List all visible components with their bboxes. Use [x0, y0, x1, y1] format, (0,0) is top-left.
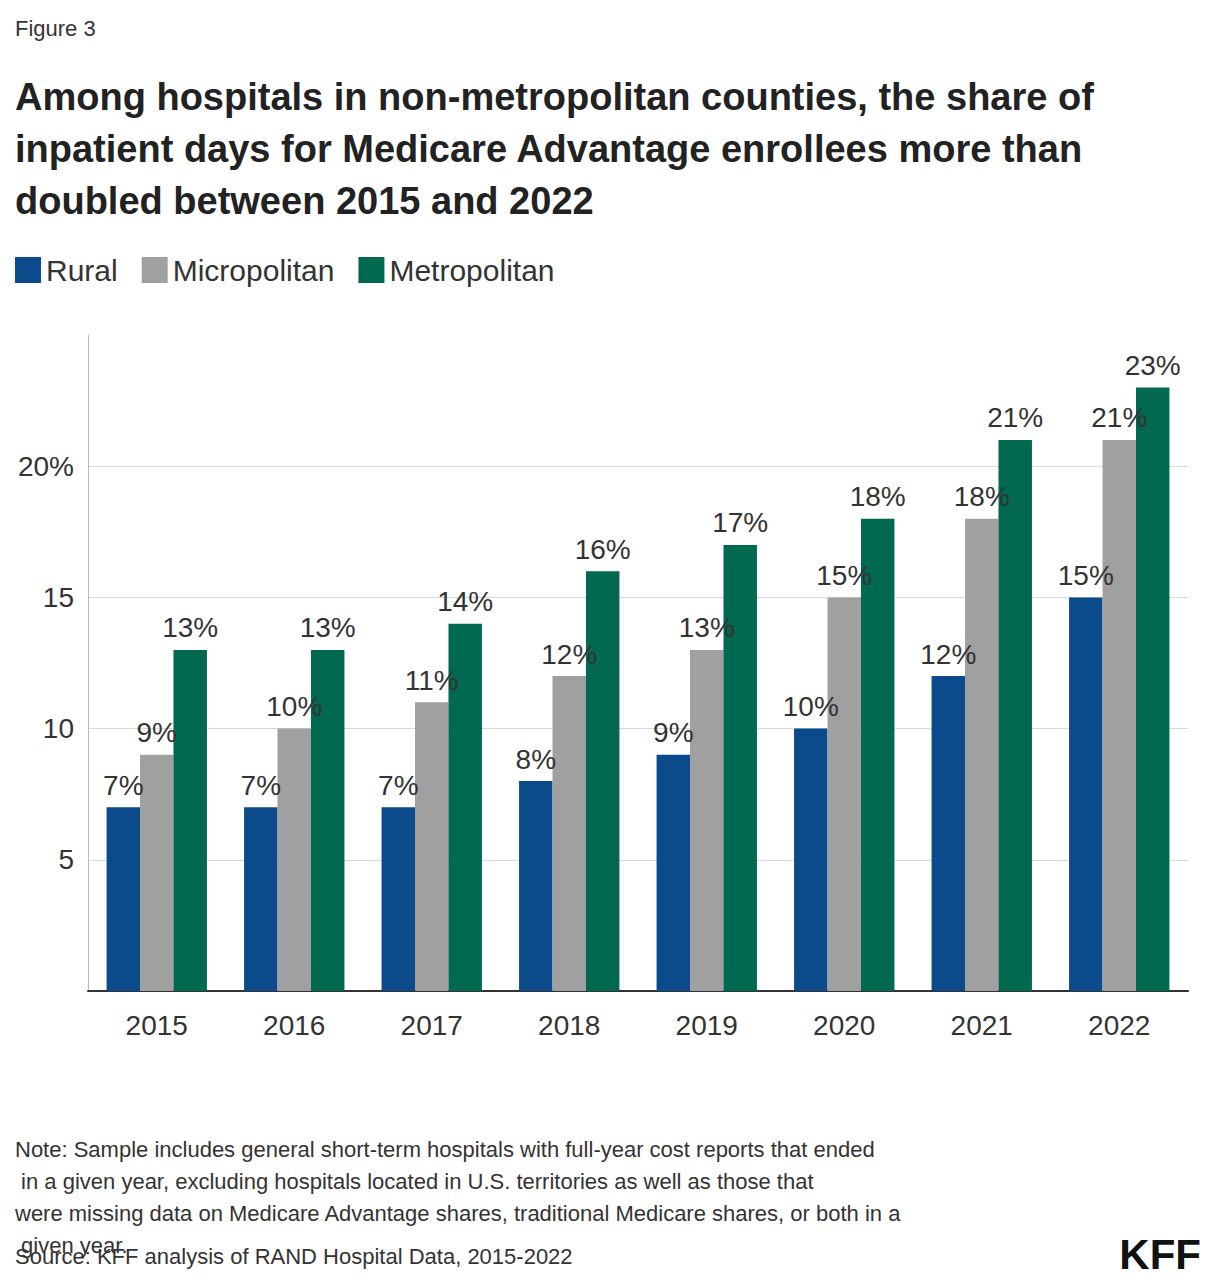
svg-text:2021: 2021 — [951, 1010, 1013, 1041]
svg-text:10: 10 — [43, 713, 74, 744]
svg-text:2018: 2018 — [538, 1010, 600, 1041]
svg-text:15%: 15% — [816, 560, 872, 591]
svg-text:2015: 2015 — [126, 1010, 188, 1041]
svg-text:Source: KFF analysis of RAND H: Source: KFF analysis of RAND Hospital Da… — [15, 1244, 573, 1269]
svg-text:14%: 14% — [437, 586, 493, 617]
svg-text:15: 15 — [43, 582, 74, 613]
svg-text:13%: 13% — [300, 612, 356, 643]
svg-text:inpatient days for Medicare Ad: inpatient days for Medicare Advantage en… — [15, 128, 1093, 170]
svg-text:15%: 15% — [1058, 560, 1114, 591]
svg-text:doubled between 2015 and 2022: doubled between 2015 and 2022 — [15, 180, 594, 222]
svg-text:18%: 18% — [954, 481, 1010, 512]
svg-text:2019: 2019 — [676, 1010, 738, 1041]
svg-text:9%: 9% — [653, 717, 693, 748]
svg-text:were missing data on Medicare: were missing data on Medicare Advantage … — [14, 1201, 901, 1226]
svg-text:2016: 2016 — [263, 1010, 325, 1041]
svg-text:13%: 13% — [679, 612, 735, 643]
svg-text:18%: 18% — [850, 481, 906, 512]
svg-text:KFF: KFF — [1119, 1231, 1201, 1278]
svg-text:13%: 13% — [162, 612, 218, 643]
svg-text:10%: 10% — [783, 691, 839, 722]
svg-text:7%: 7% — [378, 770, 418, 801]
svg-text:11%: 11% — [405, 665, 459, 696]
svg-text:Rural: Rural — [46, 254, 118, 287]
svg-text:21%: 21% — [987, 402, 1043, 433]
svg-text:16%: 16% — [575, 534, 631, 565]
svg-text:5: 5 — [58, 844, 74, 875]
svg-text:Micropolitan: Micropolitan — [173, 254, 335, 287]
svg-text:Figure 3: Figure 3 — [15, 16, 96, 41]
svg-text:Among hospitals in non-metropo: Among hospitals in non-metropolitan coun… — [15, 76, 1104, 118]
svg-text:7%: 7% — [241, 770, 281, 801]
svg-text:8%: 8% — [516, 744, 556, 775]
svg-text:2022: 2022 — [1088, 1010, 1150, 1041]
svg-text:2020: 2020 — [813, 1010, 875, 1041]
svg-text:10%: 10% — [266, 691, 322, 722]
svg-text:17%: 17% — [712, 507, 768, 538]
svg-text:21%: 21% — [1091, 402, 1147, 433]
svg-text:in a given year, excluding hos: in a given year, excluding hospitals loc… — [15, 1169, 820, 1194]
svg-text:9%: 9% — [137, 717, 177, 748]
svg-text:2017: 2017 — [401, 1010, 463, 1041]
svg-text:Metropolitan: Metropolitan — [389, 254, 554, 287]
svg-text:20%: 20% — [18, 451, 74, 482]
svg-text:12%: 12% — [541, 639, 597, 670]
svg-text:12%: 12% — [920, 639, 976, 670]
svg-text:Note: Sample includes general: Note: Sample includes general short-term… — [15, 1137, 875, 1162]
svg-text:23%: 23% — [1125, 350, 1181, 381]
svg-text:7%: 7% — [103, 770, 143, 801]
